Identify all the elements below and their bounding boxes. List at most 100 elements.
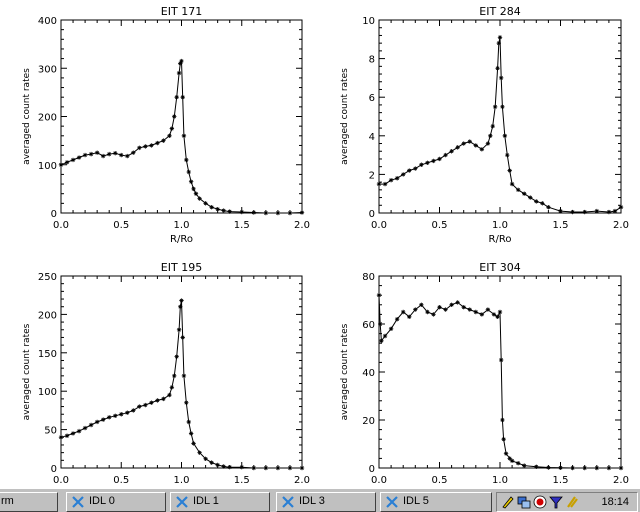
data-point [119, 152, 124, 158]
data-point [407, 168, 412, 173]
task-label: IDL 0 [89, 495, 115, 507]
data-point [137, 145, 142, 151]
data-point [58, 435, 64, 440]
data-point [82, 152, 88, 158]
data-series-line [378, 295, 621, 469]
data-point [413, 166, 418, 171]
task-label: IDL 5 [403, 495, 429, 507]
data-point [263, 465, 269, 471]
data-point [515, 187, 521, 193]
y-axis-label: averaged count rates [340, 68, 350, 165]
data-point [107, 415, 112, 420]
data-point [174, 95, 179, 100]
chart-panel-3: EIT 195 0.0 0.5 1.0 1.5 2.0 0 50 100 150 200 250 ave… [22, 261, 310, 486]
data-point [275, 210, 281, 216]
data-point [181, 133, 187, 138]
tools-icon[interactable] [565, 495, 579, 509]
y-tick-label: 100 [38, 161, 57, 172]
x-tick-label: 1.0 [174, 220, 190, 231]
data-point [197, 196, 202, 201]
x-tick-label: 2.0 [613, 220, 629, 231]
data-point [203, 456, 208, 461]
data-point [169, 126, 175, 131]
data-point [570, 209, 575, 215]
x-tick-label: 1.5 [234, 220, 250, 231]
record-icon[interactable] [533, 495, 547, 509]
y-tick-label: 100 [38, 387, 57, 398]
data-point [251, 465, 256, 471]
data-point [618, 465, 624, 471]
data-point [473, 309, 478, 315]
data-point [419, 162, 424, 167]
data-point [251, 210, 256, 215]
data-point [419, 302, 424, 307]
data-point [239, 209, 244, 215]
task-button-idl-3[interactable]: IDL 3 [276, 492, 376, 512]
data-point [491, 312, 497, 317]
task-button-idl-5[interactable]: IDL 5 [380, 492, 492, 512]
x-tick-label: 0.5 [113, 475, 129, 486]
data-point [425, 160, 430, 166]
data-point [76, 155, 82, 160]
data-point [528, 195, 533, 200]
data-point [239, 465, 244, 470]
x-tick-label: 1.5 [553, 220, 569, 231]
data-point [496, 40, 501, 46]
data-point [197, 450, 202, 455]
task-button-idl-0[interactable]: IDL 0 [66, 492, 166, 512]
data-point [191, 186, 196, 192]
data-point [100, 417, 106, 422]
data-point [113, 150, 118, 156]
data-point [221, 464, 226, 469]
data-point [382, 333, 388, 339]
data-point [193, 191, 199, 196]
y-axis-label: averaged count rates [22, 68, 32, 165]
data-point [485, 141, 491, 146]
data-point [437, 305, 442, 310]
y-tick-label: 60 [362, 320, 375, 331]
x-tick-label: 2.0 [294, 475, 310, 486]
data-point [88, 422, 94, 428]
data-point [618, 205, 624, 210]
data-point [497, 35, 503, 40]
task-label: rm [1, 495, 14, 507]
task-button-rm[interactable]: rm [0, 492, 58, 512]
x-tick-label: 0.5 [113, 220, 129, 231]
network-icon[interactable] [517, 495, 531, 509]
data-point [495, 66, 500, 71]
idl-icon [176, 496, 188, 508]
data-point [509, 458, 515, 463]
pencil-icon[interactable] [501, 495, 515, 509]
data-point [473, 143, 478, 148]
data-point [606, 209, 612, 215]
y-tick-label: 50 [44, 426, 57, 437]
data-point [376, 181, 382, 187]
data-point [515, 461, 521, 466]
data-point [558, 465, 563, 470]
x-tick-label: 0.0 [371, 220, 387, 231]
data-point [94, 419, 100, 425]
data-point [522, 463, 527, 468]
data-point [186, 419, 191, 425]
data-point [502, 133, 508, 138]
y-tick-label: 200 [38, 310, 57, 321]
data-series-line [60, 300, 302, 469]
task-button-idl-1[interactable]: IDL 1 [170, 492, 270, 512]
data-point [167, 133, 172, 138]
data-point [505, 152, 510, 158]
data-point [507, 168, 512, 173]
chart-panel-1: EIT 171 0.0 0.5 1.0 1.5 2.0 0 100 200 300 400 R/Ro a… [22, 5, 310, 245]
x-axis-label: R/Ro [489, 234, 512, 245]
data-point [180, 95, 185, 100]
data-point [176, 327, 182, 332]
data-point [215, 206, 220, 212]
filter-icon[interactable] [549, 495, 563, 509]
data-point [184, 400, 189, 405]
data-point [467, 139, 472, 144]
data-point [131, 150, 136, 155]
data-point [119, 412, 124, 417]
data-point [376, 293, 382, 298]
x-tick-label: 1.0 [492, 475, 508, 486]
data-point [88, 151, 94, 157]
